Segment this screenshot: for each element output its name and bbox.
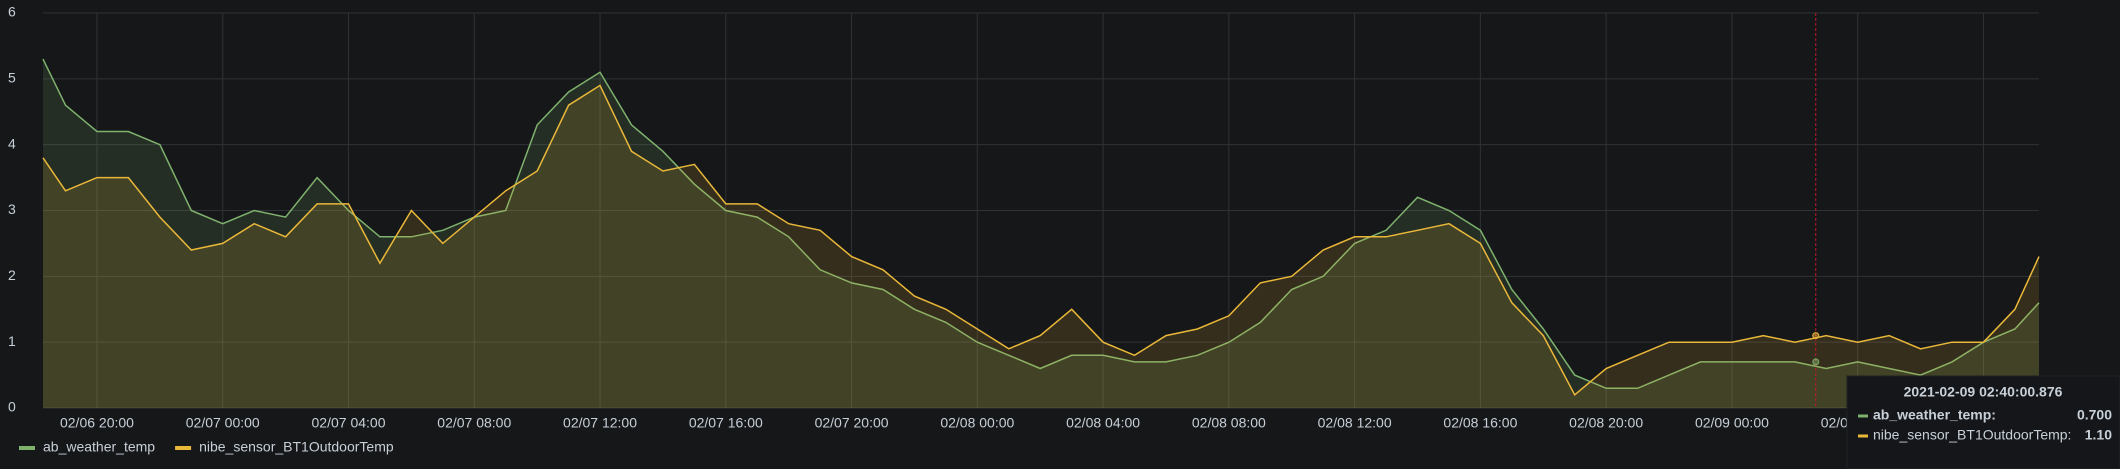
x-tick-label: 02/08 20:00 bbox=[1569, 415, 1643, 431]
legend-label: nibe_sensor_BT1OutdoorTemp bbox=[199, 439, 394, 455]
y-tick-label: 1 bbox=[8, 333, 16, 349]
x-tick-label: 02/07 08:00 bbox=[437, 415, 511, 431]
y-tick-label: 5 bbox=[8, 70, 16, 86]
y-tick-label: 6 bbox=[8, 4, 16, 20]
series-line bbox=[42, 58, 2040, 390]
tooltip: 2021-02-09 02:40:00.876 ab_weather_temp: 0… bbox=[1846, 375, 2120, 469]
tooltip-label: nibe_sensor_BT1OutdoorTemp: bbox=[1873, 427, 2071, 443]
x-tick-label: 02/07 12:00 bbox=[563, 415, 637, 431]
area-fill bbox=[43, 59, 2039, 408]
y-tick-label: 0 bbox=[8, 399, 16, 415]
y-tick-label: 4 bbox=[8, 135, 16, 151]
y-tick-label: 2 bbox=[8, 267, 16, 283]
x-tick-label: 02/06 20:00 bbox=[60, 415, 134, 431]
hover-point bbox=[1812, 332, 1820, 340]
legend-label: ab_weather_temp bbox=[43, 439, 155, 455]
tooltip-label: ab_weather_temp: bbox=[1873, 407, 1996, 423]
x-tick-label: 02/07 16:00 bbox=[689, 415, 763, 431]
area-fill bbox=[43, 85, 2039, 409]
x-tick-label: 02/08 04:00 bbox=[1066, 415, 1140, 431]
x-tick-label: 02/07 00:00 bbox=[186, 415, 260, 431]
tooltip-box bbox=[1846, 375, 2120, 469]
series-line bbox=[42, 84, 2040, 396]
x-tick-label: 02/07 20:00 bbox=[815, 415, 889, 431]
x-tick-label: 02/08 12:00 bbox=[1318, 415, 1392, 431]
tooltip-title: 2021-02-09 02:40:00.876 bbox=[1904, 384, 2063, 400]
x-tick-label: 02/08 08:00 bbox=[1192, 415, 1266, 431]
x-tick-label: 02/07 04:00 bbox=[312, 415, 386, 431]
tooltip-value: 0.700 bbox=[2077, 407, 2112, 423]
x-tick-label: 02/09 00:00 bbox=[1695, 415, 1769, 431]
hover-point bbox=[1812, 358, 1820, 366]
tooltip-value: 1.10 bbox=[2085, 427, 2112, 443]
y-tick-label: 3 bbox=[8, 201, 16, 217]
x-tick-label: 02/08 16:00 bbox=[1443, 415, 1517, 431]
x-tick-label: 02/08 00:00 bbox=[940, 415, 1014, 431]
